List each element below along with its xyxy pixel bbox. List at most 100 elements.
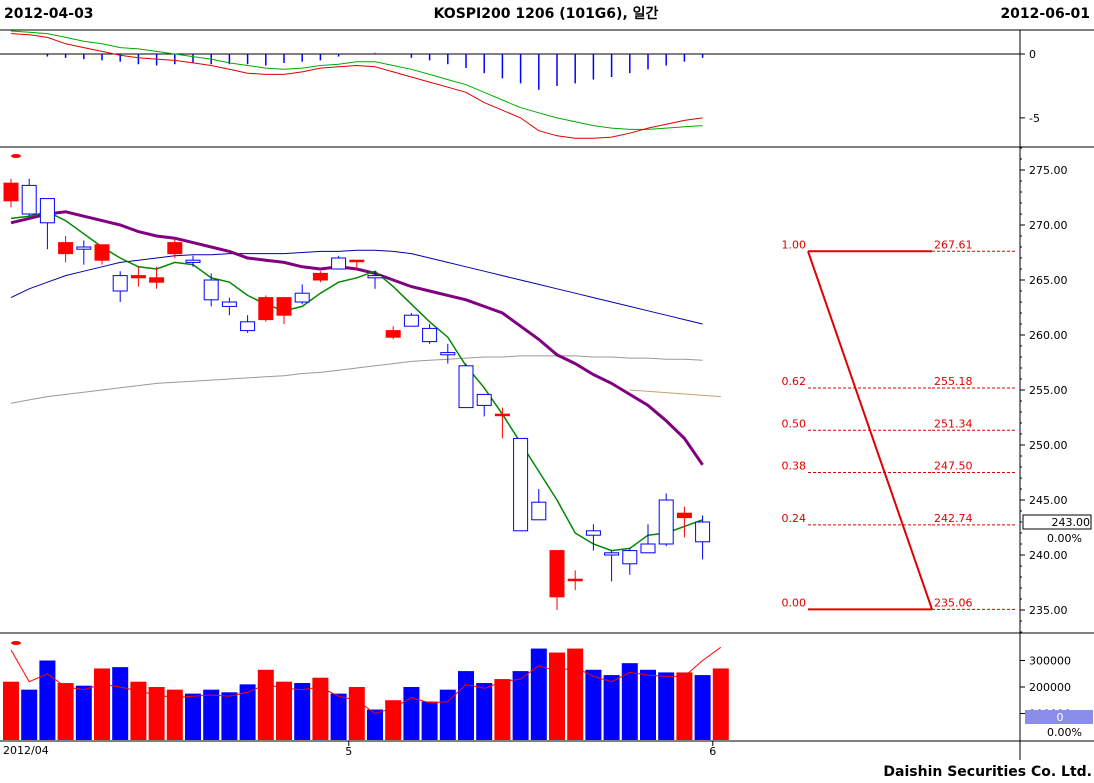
candle (130, 266, 146, 287)
volume-bar (549, 652, 565, 740)
candle-body (695, 521, 711, 543)
fib-ratio-label: 0.50 (782, 417, 807, 430)
candle (331, 255, 347, 270)
candle (640, 524, 656, 554)
candle (531, 489, 547, 521)
volume-bar (185, 693, 201, 740)
fib-ratio-label: 0.38 (782, 460, 807, 473)
candle (112, 271, 128, 302)
volume-bar (330, 693, 347, 740)
candle-body (494, 413, 510, 417)
candle (440, 343, 456, 364)
price-panel: 1.00 267.61 0.62 255.18 0.50 251.34 0.38 247.50… (3, 154, 1016, 611)
candle (622, 548, 638, 575)
candle-body (676, 512, 692, 519)
candle (258, 295, 274, 322)
candle-body (513, 437, 529, 532)
volume-bar (221, 692, 238, 740)
candle (494, 407, 510, 439)
candle (185, 255, 201, 267)
current-price-change: 0.00% (1047, 532, 1082, 545)
candle (167, 238, 183, 258)
candle-body (94, 244, 110, 261)
candle (676, 506, 692, 538)
candle-body (112, 275, 128, 292)
volume-bar (421, 701, 438, 740)
volume-bar (257, 669, 274, 740)
volume-axis-label: 200000 (1029, 681, 1071, 694)
oscillator-panel (0, 30, 1020, 139)
candle-body (658, 499, 674, 545)
brown-line (629, 389, 721, 398)
candle (658, 493, 674, 547)
volume-bar (3, 681, 19, 740)
volume-bar (385, 700, 402, 740)
x-axis-month-label: 6 (709, 745, 716, 758)
candle-body (604, 552, 620, 556)
candle (476, 393, 492, 417)
volume-bar (585, 669, 602, 740)
fib-ratio-label: 0.62 (782, 375, 807, 388)
candle-body (567, 578, 583, 582)
candle (695, 515, 711, 560)
candle (604, 550, 620, 582)
price-panel-marker (11, 154, 21, 158)
volume-bar (621, 663, 638, 740)
fib-value-label: 247.50 (934, 460, 973, 473)
volume-bar (148, 687, 165, 740)
volume-bar (494, 679, 511, 740)
candle-body (149, 277, 165, 283)
axes: 275.00 270.00 265.00 260.00 255.00 250.00 245.… (3, 48, 1093, 758)
volume-bar (403, 687, 420, 740)
candle (276, 297, 292, 324)
candle (458, 363, 474, 409)
candle (422, 324, 438, 344)
x-axis-month-label: 5 (345, 745, 352, 758)
oscillator-signal-green (10, 30, 703, 130)
price-axis-label: 240.00 (1029, 549, 1068, 562)
candle (21, 178, 37, 217)
price-axis-label: 255.00 (1029, 384, 1068, 397)
price-axis-label: 260.00 (1029, 329, 1068, 342)
volume-bar (112, 667, 129, 740)
candle (149, 266, 165, 289)
candle (294, 284, 310, 305)
candle (585, 524, 601, 551)
current-price-box (1022, 514, 1092, 530)
candle-body (76, 246, 92, 250)
volume-bar (603, 675, 620, 740)
volume-bar (676, 672, 693, 740)
candle-body (458, 365, 474, 409)
volume-bar (458, 671, 474, 740)
fib-ratio-label: 0.00 (782, 596, 807, 609)
candle-body (221, 301, 237, 307)
candle (3, 178, 19, 208)
candle-body (167, 242, 183, 255)
volume-bar (239, 684, 256, 740)
candle (312, 271, 328, 283)
candle (403, 313, 419, 327)
candle (385, 326, 401, 340)
fib-value-label: 242.74 (934, 512, 973, 525)
price-axis-label: 275.00 (1029, 164, 1068, 177)
volume-bar (567, 648, 584, 740)
candle-body (312, 272, 328, 281)
volume-bar (57, 683, 74, 740)
candle (367, 271, 383, 289)
candle-body (422, 327, 438, 343)
candle-body (385, 330, 401, 338)
fib-value-label: 255.18 (934, 375, 973, 388)
candle (240, 315, 256, 333)
chart-title: KOSPI200 1206 (101G6), 일간 (434, 5, 659, 22)
price-axis-label: 270.00 (1029, 219, 1068, 232)
candle-body (531, 501, 547, 521)
volume-bar (530, 648, 547, 740)
volume-axis-label: 300000 (1029, 655, 1071, 668)
panel-borders (0, 29, 1094, 760)
oscillator-signal-red (10, 33, 703, 139)
candle-body (39, 198, 55, 224)
fib-value-label: 267.61 (934, 238, 973, 251)
ma120-line (10, 355, 703, 404)
volume-bar (21, 689, 38, 740)
